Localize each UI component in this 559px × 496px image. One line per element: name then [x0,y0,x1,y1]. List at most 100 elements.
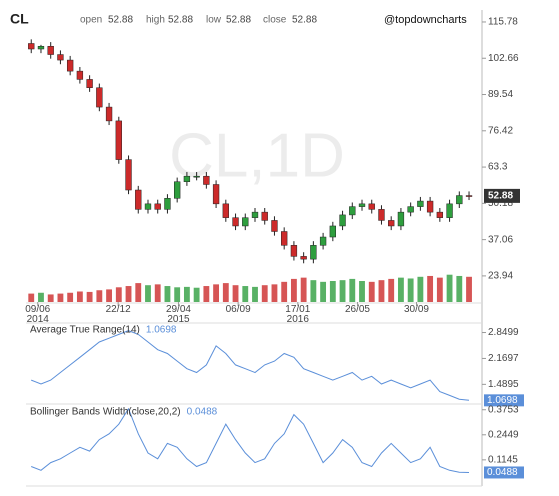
x-tick-label: 26/05 [344,304,370,315]
candle-body [426,200,434,213]
volume-bar [320,281,327,302]
volume-bar [232,285,239,302]
volume-bar [339,280,346,302]
y-tick-label: 0.3753 [488,404,519,415]
value-badge-label: 1.0698 [487,395,518,406]
volume-bar [368,281,375,302]
value-badge [484,466,524,479]
volume-bar [436,277,443,302]
candle-body [281,231,288,246]
volume-bar [145,285,151,302]
low-value: 52.88 [226,15,251,26]
candle-body [300,256,307,260]
candle-body [397,211,405,227]
volume-bar [310,280,317,302]
indicator-title: Average True Range(14) [30,325,140,336]
volume-bar [115,287,122,302]
candle-body [349,206,356,216]
y-tick-label: 23.94 [488,271,513,282]
candle-body [125,159,132,191]
candle-body [37,45,45,50]
candle-body [174,181,181,199]
x-tick-label: 29/04 2015 [165,304,191,325]
candle-body [203,175,210,185]
candle-body [135,189,142,210]
volume-bar [456,275,463,302]
high-label: high [146,15,165,26]
volume-bar [417,276,424,302]
volume-bar [359,281,365,302]
volume-bar [446,274,453,302]
volume-bar [154,284,161,302]
annotation: @topdowncharts [384,14,467,26]
close-value: 52.88 [292,15,317,26]
y-tick-label: 1.4895 [488,379,519,390]
volume-bar [67,292,74,302]
volume-bar [407,278,414,302]
candle-body [436,211,444,218]
volume-bar [427,275,434,302]
candle-body [358,203,366,207]
volume-bar [174,287,181,302]
volume-bar [466,276,472,302]
candle-body [57,54,64,61]
candle-body [164,198,171,210]
y-tick-label: 76.42 [488,125,513,136]
candle-body [232,217,239,227]
last-price-badge [484,188,520,203]
candle-body [76,70,84,80]
candle-body [465,195,473,197]
candle-body [183,175,191,182]
x-tick-label: 22/12 [105,304,131,315]
candle-body [242,217,249,227]
volume-bar [47,294,54,302]
volume-bar [106,289,112,302]
value-badge [484,394,524,407]
candle-body [66,59,74,72]
volume-bar [76,291,83,302]
candle-body [368,203,375,210]
candle-body [417,200,424,207]
volume-bar [281,281,288,302]
candle-body [144,203,152,210]
volume-bar [57,293,64,302]
y-tick-label: 0.1145 [488,454,518,465]
x-tick-label: 06/09 [225,304,251,315]
volume-bar [378,280,385,302]
indicator-line [31,407,470,473]
volume-bar [38,292,44,302]
x-tick-label: 09/06 2014 [25,304,51,325]
candle-body [86,79,93,88]
candle-body [47,45,54,55]
indicator-value: 0.0488 [187,407,218,418]
candle-body [290,245,298,257]
volume-bar [271,284,278,302]
indicator-line [31,330,470,401]
volume-bar [222,283,229,302]
low-label: low [206,15,222,26]
y-tick-label: 63.3 [488,162,508,173]
volume-bar [28,293,35,302]
y-tick-label: 0.2449 [488,429,519,440]
indicator-title: Bollinger Bands Width(close,20,2) [30,407,181,418]
candle-body [339,214,346,227]
symbol-title: CL [10,11,29,27]
last-price-label: 52.88 [488,191,513,202]
candle-body [222,203,229,218]
indicator-value: 1.0698 [146,325,177,336]
candle-body [456,195,463,205]
candle-body [212,184,220,205]
candle-body [310,245,317,260]
candle-body [388,220,395,227]
volume-bar [96,290,103,302]
candle-body [271,220,278,232]
candle-body [251,211,259,218]
volume-bar [164,286,171,302]
volume-bar [290,278,297,302]
volume-bar [349,278,356,302]
y-tick-label: 2.1697 [488,353,519,364]
x-tick-label: 30/09 [403,304,429,315]
candle-body [446,203,453,218]
